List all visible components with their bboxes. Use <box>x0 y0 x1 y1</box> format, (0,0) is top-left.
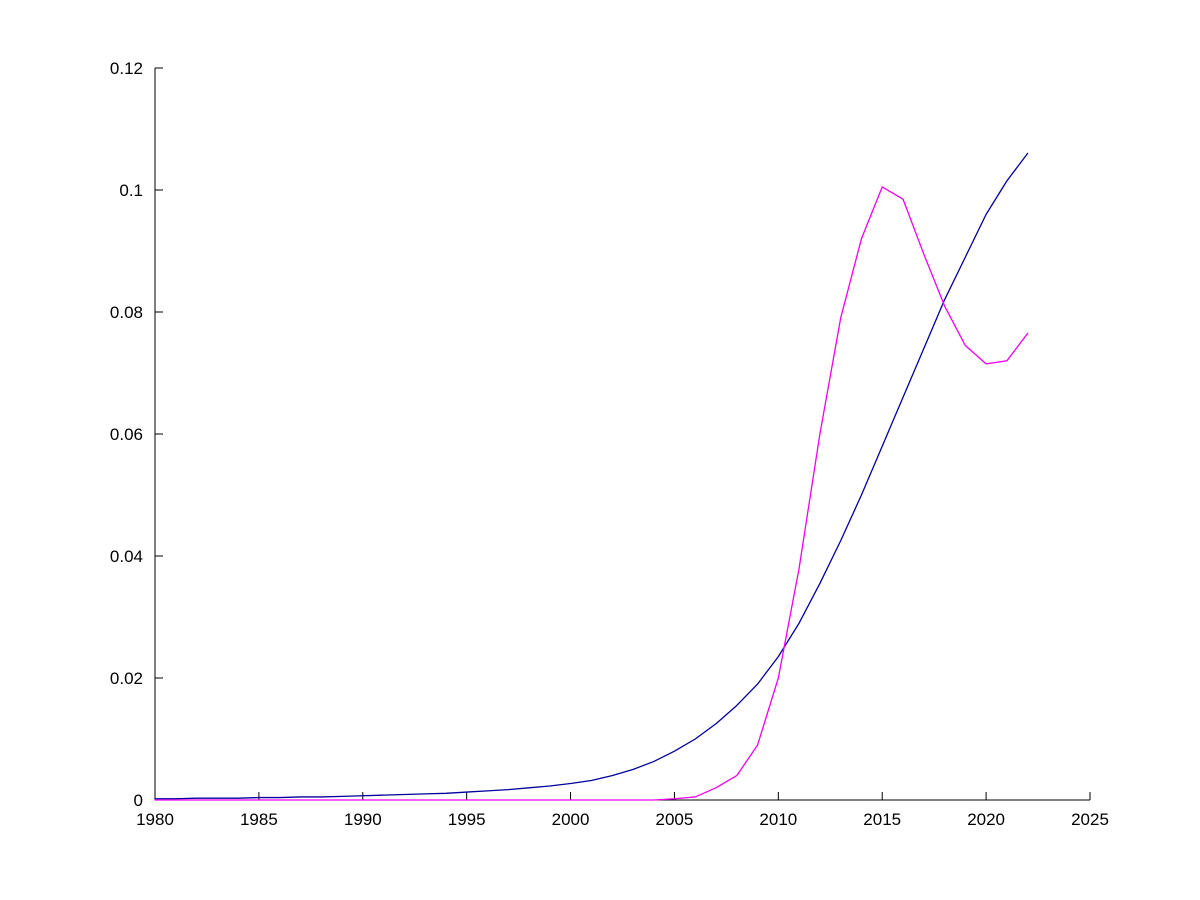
x-tick-label: 1985 <box>240 810 278 829</box>
y-tick-label: 0.02 <box>110 669 143 688</box>
x-tick-label: 2005 <box>656 810 694 829</box>
x-tick-label: 2010 <box>759 810 797 829</box>
x-tick-label: 1995 <box>448 810 486 829</box>
y-tick-label: 0.08 <box>110 303 143 322</box>
y-tick-label: 0.12 <box>110 59 143 78</box>
y-tick-label: 0.06 <box>110 425 143 444</box>
series-magenta-peaked-curve <box>154 186 1029 801</box>
y-tick-label: 0.04 <box>110 547 143 566</box>
x-tick-label: 2000 <box>552 810 590 829</box>
series-blue-cumulative-curve <box>154 152 1029 800</box>
x-tick-label: 2015 <box>863 810 901 829</box>
y-tick-label: 0.1 <box>119 181 143 200</box>
x-tick-label: 1980 <box>136 810 174 829</box>
x-tick-label: 2025 <box>1071 810 1109 829</box>
x-tick-label: 1990 <box>344 810 382 829</box>
y-tick-label: 0 <box>134 791 143 810</box>
x-tick-label: 2020 <box>967 810 1005 829</box>
